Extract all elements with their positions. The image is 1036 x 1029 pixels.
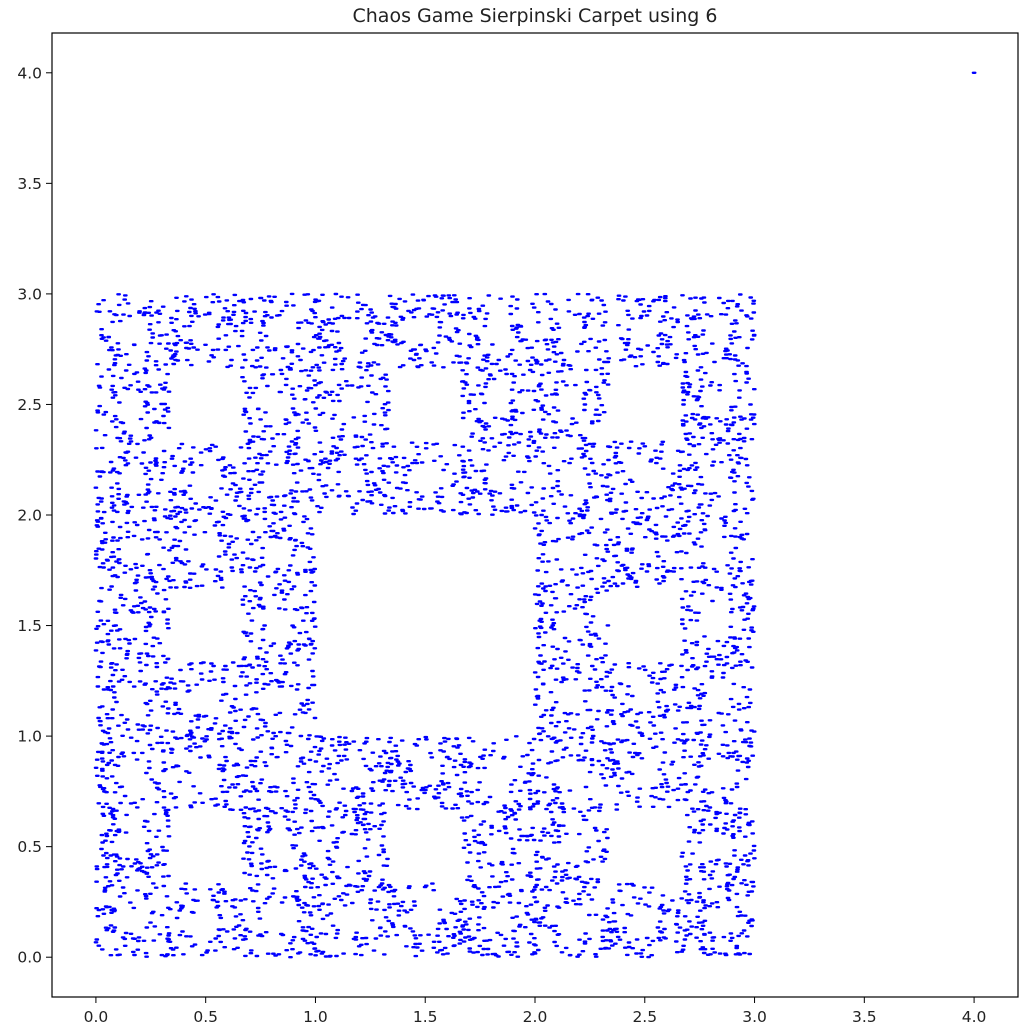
x-tick-label: 1.0 xyxy=(303,1008,328,1026)
x-tick-label: 2.5 xyxy=(632,1008,657,1026)
y-tick-label: 2.0 xyxy=(17,507,42,525)
x-tick-label: 0.0 xyxy=(84,1008,109,1026)
y-tick-label: 0.0 xyxy=(17,949,42,967)
series-points-0 xyxy=(93,292,757,959)
y-tick-label: 1.0 xyxy=(17,728,42,746)
chart-title: Chaos Game Sierpinski Carpet using 6 xyxy=(352,5,718,27)
y-tick-label: 0.5 xyxy=(17,838,42,856)
x-tick-label: 4.0 xyxy=(962,1008,987,1026)
y-tick-label: 2.5 xyxy=(17,396,42,414)
scatter-points xyxy=(93,71,977,959)
x-tick-label: 3.5 xyxy=(852,1008,877,1026)
axes-frame xyxy=(51,32,1019,998)
x-tick-label: 0.5 xyxy=(193,1008,218,1026)
axis-ticks: 0.0 0.5 1.0 1.5 2.0 2.5 3.0 3.5 4.0 0.0 0.5 1.0 1.5 2… xyxy=(17,64,986,1026)
y-tick-label: 3.5 xyxy=(17,175,42,193)
x-tick-label: 3.0 xyxy=(742,1008,767,1026)
y-tick-label: 3.0 xyxy=(17,285,42,303)
x-tick-label: 1.5 xyxy=(413,1008,438,1026)
x-tick-label: 2.0 xyxy=(523,1008,548,1026)
y-tick-label: 4.0 xyxy=(17,64,42,82)
y-tick-label: 1.5 xyxy=(17,617,42,635)
